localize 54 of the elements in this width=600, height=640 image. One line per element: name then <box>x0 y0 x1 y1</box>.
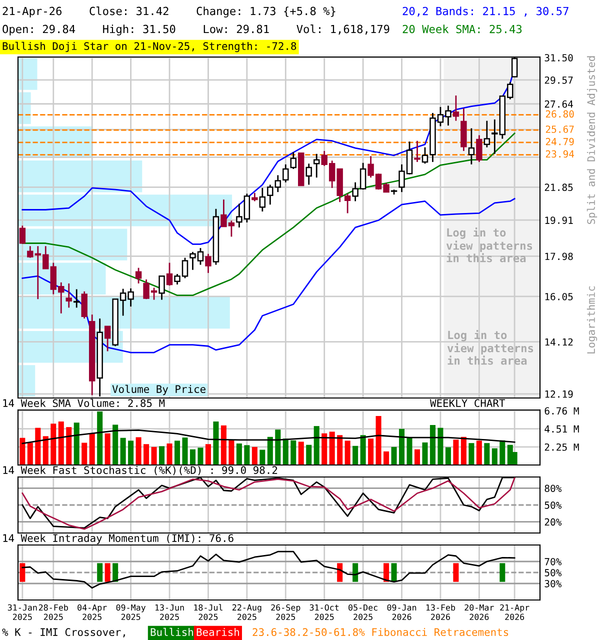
annotation: Log in to view patterns in this area <box>447 330 534 365</box>
y-tick-label: 12.19 <box>545 390 573 398</box>
y-tick-label: 6.76 M <box>544 407 579 415</box>
x-tick-label: 09-Jan 2026 <box>387 604 416 620</box>
x-tick-label: 04-Apr 2025 <box>78 604 107 620</box>
y-tick-label: 4.51 M <box>544 425 579 433</box>
y-tick-label: 21.85 <box>544 184 573 192</box>
ref-line-label: 23.94 <box>546 150 574 158</box>
x-tick-label: 13-Feb 2026 <box>426 604 456 620</box>
x-tick-label: 05-Dec 2025 <box>348 604 378 620</box>
chart-title: 14 Week Fast Stochastic (%K)(%D) : 99.0 98.2 <box>3 466 278 476</box>
band-label: Log in to view patterns in this area <box>446 227 532 262</box>
text: Logarithmic <box>586 286 598 354</box>
y-tick-label: 16.05 <box>545 292 573 300</box>
chart-subtitle: Open: 29.84 High: 31.50 Low: 29.81 Vol: 1,618,179 <box>2 24 390 36</box>
text: Volume By Price <box>112 384 206 396</box>
y-tick-label: 2.25 M <box>544 443 579 451</box>
y-tick-label: 70% <box>544 558 562 566</box>
text: WEEKLY CHART <box>430 399 506 408</box>
text: Bearish <box>196 628 239 636</box>
y-tick-label: 80% <box>544 484 562 492</box>
y-tick-label: 19.91 <box>545 216 573 224</box>
text: 23.6-38.2-50-61.8% Fibonacci Retracements <box>252 628 508 636</box>
y-tick-label: 27.64 <box>544 100 573 108</box>
y-tick-label: 50% <box>544 569 562 576</box>
text: Split and Dividend Adjusted <box>586 56 598 224</box>
ref-line-label: 25.67 <box>546 126 574 133</box>
y-tick-label: 31.50 <box>544 54 573 62</box>
y-tick-label: 30% <box>544 580 562 588</box>
y-tick-label: 17.98 <box>545 252 573 260</box>
y-tick-label: 50% <box>544 502 562 509</box>
text: 20 Week SMA: 25.43 <box>402 24 522 34</box>
y-tick-label: 20% <box>544 518 562 526</box>
x-tick-label: 20-Mar 2026 <box>464 604 494 620</box>
x-tick-label: 18-Jul 2025 <box>194 604 222 620</box>
x-tick-label: 28-Feb 2025 <box>38 604 68 620</box>
chart-title: 21-Apr-26 Close: 31.42 Change: 1.73 {+5.8 %} <box>2 6 336 18</box>
text: % K - IMI Crossover, <box>2 628 125 638</box>
text: Bullish <box>150 628 193 636</box>
ref-line-label: 26.80 <box>546 110 574 118</box>
text: 20,2 Bands: 21.15 , 30.57 <box>402 6 568 17</box>
y-tick-label: 29.57 <box>544 76 573 84</box>
x-tick-label: 09-May 2025 <box>116 604 146 620</box>
chart-title: 14 Week Intraday Momentum (IMI): 76.6 <box>3 534 234 544</box>
ref-line-label: 24.79 <box>546 138 574 146</box>
x-tick-label: 22-Aug 2025 <box>232 604 262 620</box>
y-tick-label: 14.12 <box>545 338 573 346</box>
x-tick-label: 21-Apr 2026 <box>500 604 530 620</box>
text: Bullish Doji Star on 21-Nov-25, Strength: -72.8 <box>2 42 296 52</box>
x-tick-label: 31-Jan 2025 <box>8 604 37 620</box>
chart-title: 14 Week SMA Volume: 2.85 M <box>3 398 165 408</box>
x-tick-label: 26-Sep 2025 <box>271 604 300 620</box>
x-tick-label: 13-Jun 2025 <box>155 604 184 620</box>
x-tick-label: 31-Oct 2025 <box>310 604 339 620</box>
